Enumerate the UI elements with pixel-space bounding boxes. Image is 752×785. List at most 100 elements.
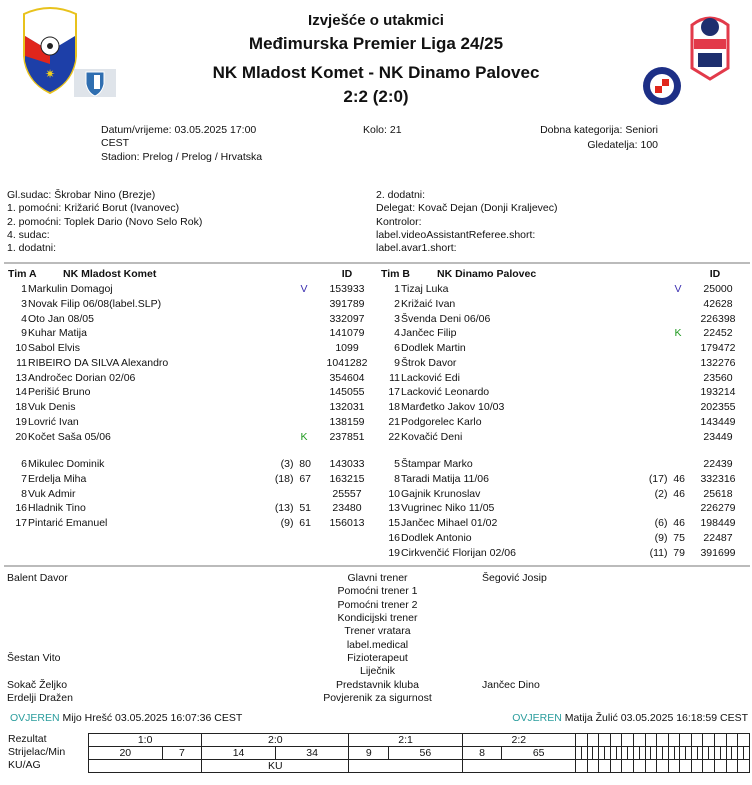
player-number: 11 xyxy=(389,371,400,384)
player-role-marker: V xyxy=(674,283,682,295)
result-cell xyxy=(725,733,739,747)
player-id: 391789 xyxy=(329,297,365,310)
staff-home-name: Erdelji Dražen xyxy=(7,692,73,705)
stadium: Stadion: Prelog / Prelog / Hrvatska xyxy=(101,151,263,163)
player-name: Erdelja Miha xyxy=(28,472,87,485)
scoring-table: 1:0 2:0 2:1 2:2 20 7 14 34 9 56 8 65 KU xyxy=(87,733,750,773)
goal-type-cell xyxy=(679,759,692,773)
player-id: 132276 xyxy=(700,356,736,369)
player-id: 25557 xyxy=(332,487,362,500)
league-logo xyxy=(690,13,730,83)
minute-cell: 65 xyxy=(501,746,576,760)
player-row: 22 Kovačić Deni 23449 xyxy=(388,430,752,444)
official-right: label.avar1.short: xyxy=(376,242,457,255)
result-cell xyxy=(737,733,750,747)
player-row: 6 Dodlek Martin 179472 xyxy=(394,341,752,355)
result-cell xyxy=(702,733,716,747)
player-id: 145055 xyxy=(329,386,365,399)
player-id: 22487 xyxy=(703,531,733,544)
player-name: Lacković Leonardo xyxy=(401,386,490,399)
player-name: Dodlek Antonio xyxy=(401,531,472,544)
player-number: 10 xyxy=(15,342,27,354)
player-row: 9 Kuhar Matija 141079 xyxy=(21,326,397,340)
verified-home: OVJEREN Mijo Hrešć 03.05.2025 16:07:36 C… xyxy=(10,712,242,724)
player-number: 16 xyxy=(15,502,27,515)
player-number: 10 xyxy=(388,487,400,500)
player-number: 18 xyxy=(15,401,27,413)
player-id: 25618 xyxy=(703,487,733,500)
player-id: 1041282 xyxy=(326,356,368,369)
player-number: 1 xyxy=(394,283,400,295)
match-title: NK Mladost Komet - NK Dinamo Palovec xyxy=(212,63,540,82)
player-id: 198449 xyxy=(700,517,736,529)
verified-status: OVJEREN xyxy=(10,712,60,724)
player-role-marker: K xyxy=(300,430,308,443)
player-name: Pintarić Emanuel xyxy=(28,517,108,529)
player-number: 17 xyxy=(15,517,27,529)
player-number: 13 xyxy=(15,371,27,384)
player-row: 10 Sabol Elvis 1099 xyxy=(15,341,397,355)
player-id: 163215 xyxy=(329,472,365,485)
divider xyxy=(4,565,750,567)
label-ku-ag: KU/AG xyxy=(8,759,41,771)
player-name: Štrok Davor xyxy=(401,356,457,369)
player-id: 42628 xyxy=(703,297,733,310)
player-row: 11 Lacković Edi 23560 xyxy=(389,371,752,385)
staff-role: Pomoćni trener 1 xyxy=(337,585,418,598)
player-number: 19 xyxy=(15,415,27,428)
player-number: 9 xyxy=(394,356,400,369)
player-row: 1 Markulin Domagoj V 153933 xyxy=(21,282,397,296)
staff-role: Liječnik xyxy=(359,665,396,678)
player-name: Lacković Edi xyxy=(401,371,460,384)
player-id: 141079 xyxy=(329,327,365,340)
staff-away-name: Jančec Dino xyxy=(482,678,540,691)
goal-type-cell xyxy=(574,759,588,773)
report-title: Izvješće o utakmici xyxy=(308,12,444,29)
official-left: 1. pomoćni: Križarić Borut (Ivanovec) xyxy=(7,202,180,215)
spectators: Gledatelja: 100 xyxy=(587,139,658,151)
player-id: 25000 xyxy=(703,283,733,295)
player-number: 2 xyxy=(394,297,400,310)
result-cell xyxy=(586,733,600,747)
goal-type-cell xyxy=(632,759,646,773)
result-cell xyxy=(644,733,658,747)
team-b-label: Tim B xyxy=(381,268,410,280)
player-row: 13 Vugrinec Niko 11/05 226279 xyxy=(388,501,752,515)
player-number: 7 xyxy=(21,472,27,485)
goal-type-cell xyxy=(87,759,203,773)
player-number: 11 xyxy=(16,356,27,369)
player-number: 16 xyxy=(388,531,400,544)
league-name: Međimurska Premier Liga 24/25 xyxy=(248,34,504,53)
player-name: Oto Jan 08/05 xyxy=(28,312,94,325)
player-row: 17 Pintarić Emanuel (9) 61 156013 xyxy=(15,516,397,530)
player-name: Jančec Filip xyxy=(401,327,457,340)
player-id: 23449 xyxy=(703,430,733,443)
result-cell xyxy=(714,733,727,747)
team-a-label: Tim A xyxy=(8,268,37,280)
player-id: 332097 xyxy=(329,312,365,325)
player-name: Andročec Dorian 02/06 xyxy=(28,371,136,384)
player-row: 8 Vuk Admir 25557 xyxy=(21,487,397,501)
minute-cell: 34 xyxy=(274,746,350,760)
player-number: 21 xyxy=(388,415,400,428)
official-right: 2. dodatni: xyxy=(376,189,426,201)
player-row: 16 Hladnik Tino (13) 51 23480 xyxy=(15,501,397,515)
player-row: 6 Mikulec Dominik (3) 80 143033 xyxy=(21,457,397,471)
player-name: Jančec Mihael 01/02 xyxy=(401,517,498,529)
staff-role: Povjerenik za sigurnost xyxy=(323,692,432,705)
player-name: RIBEIRO DA SILVA Alexandro xyxy=(28,356,169,369)
official-left: 2. pomoćni: Toplek Dario (Novo Selo Rok) xyxy=(7,215,203,228)
scorer-cell: 14 xyxy=(201,746,276,760)
substitution-entry: (9) 61 xyxy=(280,517,311,529)
player-row: 16 Dodlek Antonio (9) 75 22487 xyxy=(388,531,752,545)
player-role-marker: K xyxy=(674,327,682,340)
minute-cell xyxy=(743,746,750,760)
staff-role: Glavni trener xyxy=(347,572,408,584)
final-score: 2:2 (2:0) xyxy=(343,87,409,106)
player-id: 23560 xyxy=(703,371,733,384)
player-name: Vuk Denis xyxy=(28,401,76,413)
player-row: 11 RIBEIRO DA SILVA Alexandro 1041282 xyxy=(16,356,397,370)
goal-type-cell xyxy=(609,759,623,773)
player-name: Švenda Deni 06/06 xyxy=(401,312,491,325)
verified-home-text: Mijo Hrešć 03.05.2025 16:07:36 CEST xyxy=(62,712,243,724)
